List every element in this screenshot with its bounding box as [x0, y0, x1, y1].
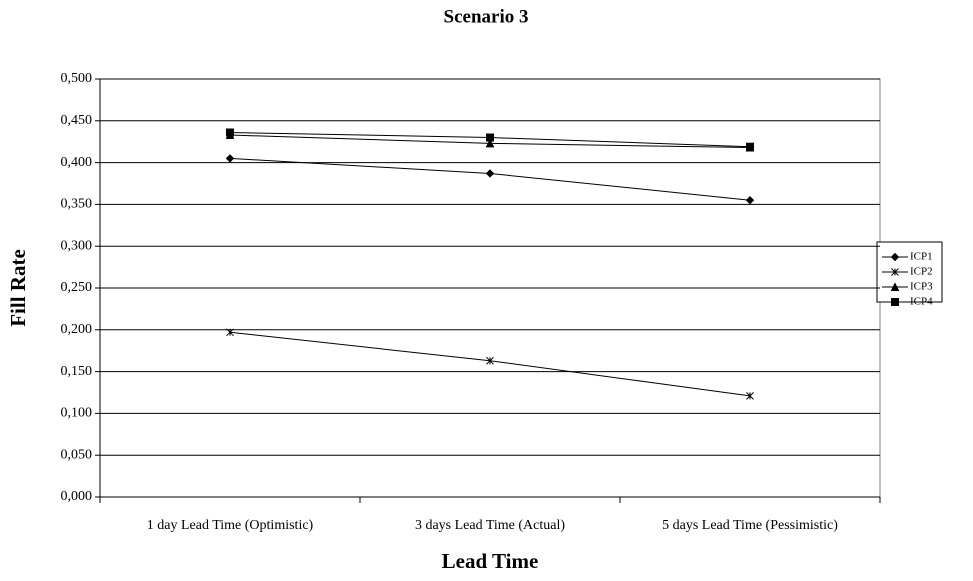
series-line [229, 157, 751, 201]
y-tick-label: 0,450 [61, 113, 93, 128]
legend-label: ICP1 [910, 251, 933, 263]
y-tick-label: 0,150 [61, 364, 93, 379]
marker [890, 252, 900, 262]
x-axis-label: Lead Time [442, 549, 539, 573]
legend-label: ICP2 [910, 266, 933, 278]
marker [485, 169, 495, 178]
x-tick-label: 5 days Lead Time (Pessimistic) [662, 518, 838, 533]
x-tick-label: 1 day Lead Time (Optimistic) [147, 518, 314, 533]
y-tick-label: 0,300 [61, 238, 93, 253]
marker [746, 391, 754, 400]
marker [226, 328, 234, 337]
y-tick-label: 0,250 [61, 280, 93, 295]
y-tick-label: 0,000 [61, 489, 93, 504]
marker [745, 196, 755, 205]
y-axis-label: Fill Rate [6, 249, 30, 327]
marker [225, 154, 235, 163]
marker [746, 142, 754, 151]
y-tick-label: 0,200 [61, 322, 93, 337]
chart-title: Scenario 3 [444, 6, 529, 27]
y-tick-label: 0,500 [61, 71, 93, 86]
marker [486, 133, 494, 142]
y-tick-label: 0,050 [61, 447, 93, 462]
x-tick-label: 3 days Lead Time (Actual) [415, 518, 565, 533]
y-tick-label: 0,100 [61, 406, 93, 421]
legend-label: ICP3 [910, 281, 933, 293]
y-tick-label: 0,350 [61, 197, 93, 212]
marker [891, 298, 899, 306]
marker [486, 356, 494, 365]
legend-label: ICP4 [910, 296, 933, 308]
marker [890, 282, 900, 291]
marker [891, 268, 899, 276]
marker [226, 128, 234, 137]
y-tick-label: 0,400 [61, 155, 93, 170]
marker [485, 138, 495, 148]
